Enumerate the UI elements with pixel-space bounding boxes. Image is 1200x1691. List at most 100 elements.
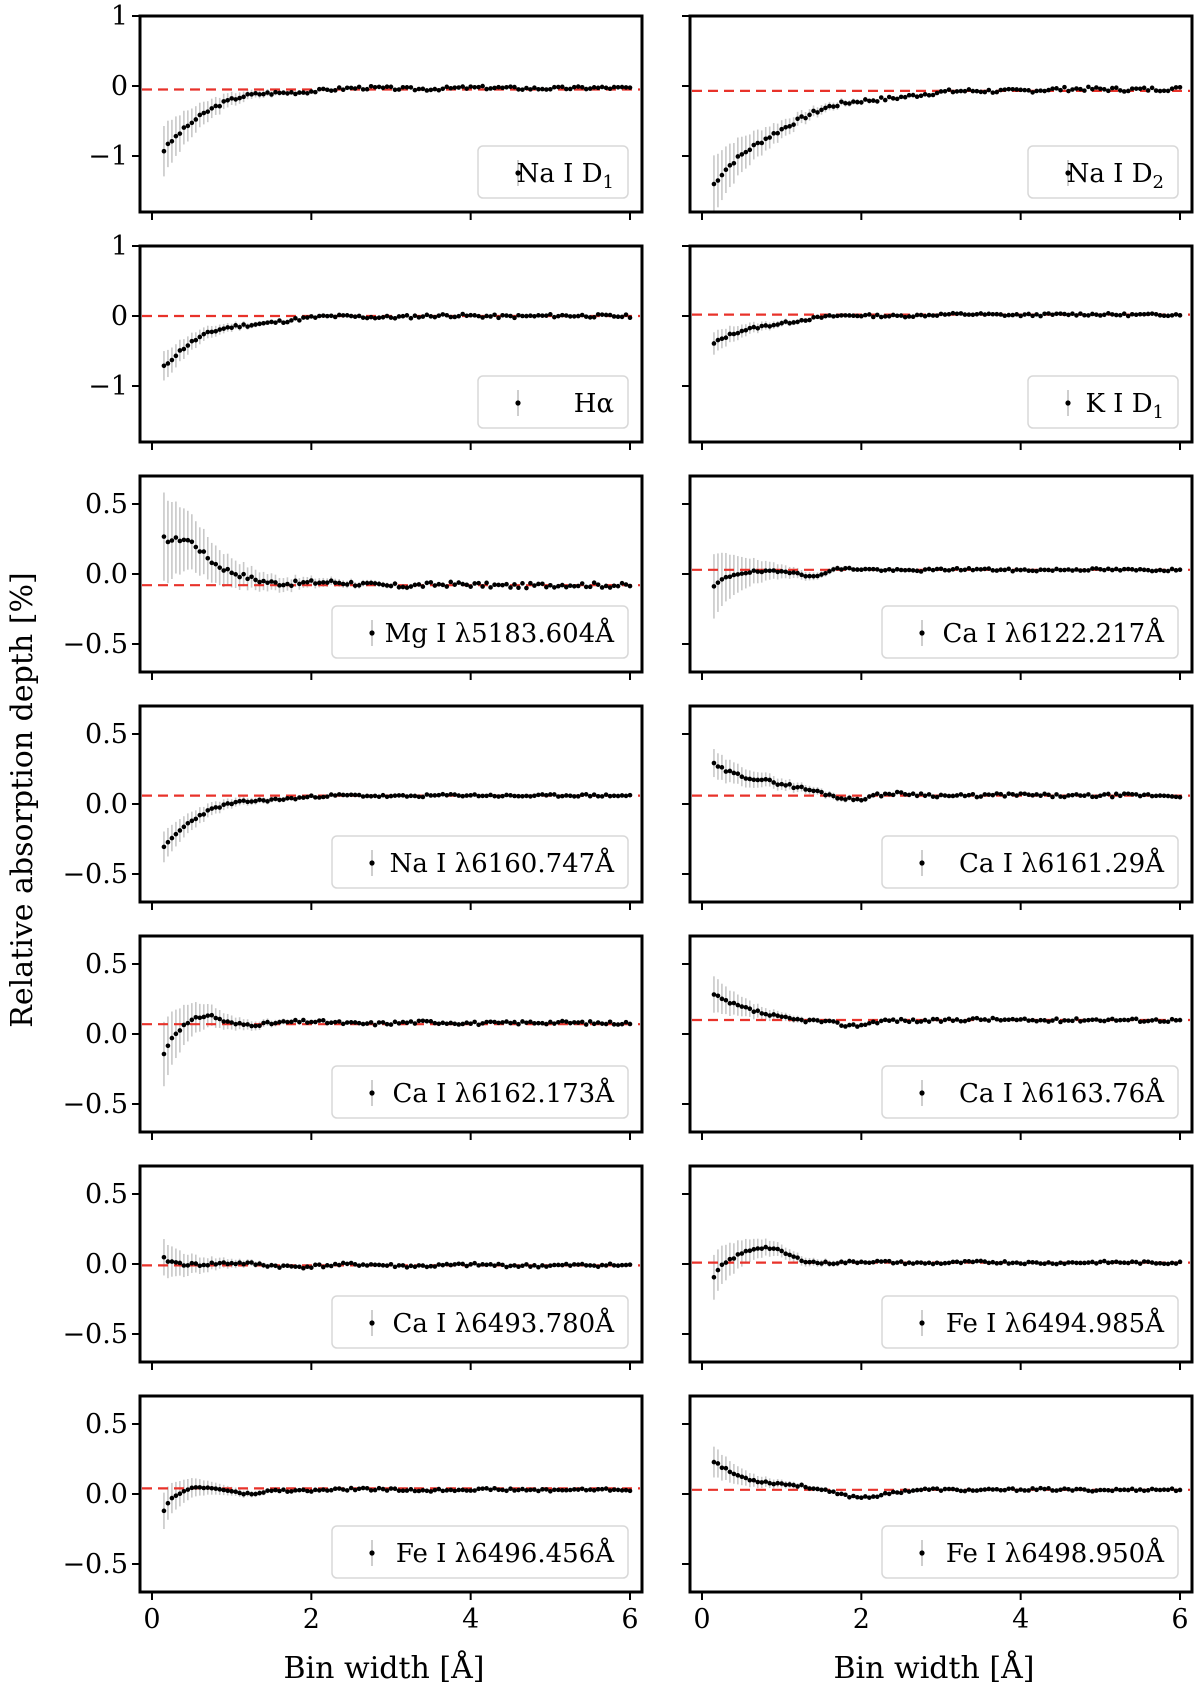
data-point bbox=[859, 1022, 864, 1028]
data-point bbox=[472, 1019, 477, 1025]
data-point bbox=[488, 1019, 493, 1025]
data-point bbox=[352, 314, 358, 320]
data-point bbox=[520, 793, 525, 799]
points-na-d1 bbox=[161, 83, 633, 154]
data-point bbox=[392, 793, 398, 798]
data-point bbox=[520, 1486, 525, 1492]
data-point bbox=[966, 792, 972, 798]
data-point bbox=[1058, 1487, 1063, 1493]
data-point bbox=[165, 1043, 171, 1049]
data-point bbox=[874, 567, 880, 572]
data-point bbox=[324, 87, 330, 93]
data-point bbox=[528, 1264, 533, 1269]
data-point bbox=[1010, 1486, 1015, 1491]
data-point bbox=[512, 1488, 517, 1493]
data-point bbox=[496, 1487, 501, 1493]
data-point bbox=[221, 1019, 226, 1024]
data-point bbox=[492, 1263, 497, 1269]
data-point bbox=[775, 782, 780, 787]
data-point bbox=[1014, 312, 1019, 317]
data-point bbox=[476, 313, 481, 319]
data-point bbox=[982, 1259, 988, 1264]
data-point bbox=[727, 768, 733, 774]
data-point bbox=[253, 798, 258, 804]
data-point bbox=[257, 92, 262, 97]
data-point bbox=[332, 580, 338, 586]
data-point bbox=[855, 796, 860, 802]
data-point bbox=[1102, 312, 1107, 318]
data-point bbox=[851, 313, 856, 318]
data-point bbox=[878, 793, 884, 799]
data-point bbox=[209, 1012, 215, 1018]
data-point bbox=[1086, 1017, 1091, 1023]
data-point bbox=[926, 1487, 932, 1493]
data-point bbox=[906, 314, 912, 319]
data-point bbox=[492, 1485, 497, 1491]
data-point bbox=[1153, 793, 1159, 799]
data-point bbox=[1002, 794, 1008, 799]
data-point bbox=[368, 793, 374, 799]
data-point bbox=[1149, 85, 1155, 91]
data-point bbox=[807, 573, 812, 579]
data-point bbox=[229, 1020, 234, 1025]
data-point bbox=[711, 760, 717, 766]
data-point bbox=[512, 582, 517, 587]
data-point bbox=[193, 1015, 199, 1020]
data-point bbox=[416, 794, 422, 800]
data-point bbox=[599, 1486, 605, 1492]
data-point bbox=[273, 320, 278, 325]
data-point bbox=[723, 997, 729, 1003]
data-point bbox=[1038, 1485, 1043, 1491]
legend-marker-point bbox=[369, 630, 375, 636]
data-point bbox=[1002, 87, 1008, 92]
data-point bbox=[1133, 1016, 1139, 1022]
data-point bbox=[185, 1263, 191, 1268]
data-point bbox=[328, 1020, 334, 1026]
y-tick-label: −0.5 bbox=[62, 629, 128, 660]
data-point bbox=[436, 87, 442, 93]
data-point bbox=[1098, 566, 1103, 572]
data-point bbox=[731, 1000, 737, 1006]
data-point bbox=[595, 793, 601, 799]
data-point bbox=[751, 1009, 757, 1015]
data-point bbox=[1129, 1016, 1135, 1022]
data-point bbox=[269, 1262, 274, 1268]
data-point bbox=[336, 1262, 342, 1268]
data-point bbox=[229, 1489, 234, 1494]
data-point bbox=[779, 569, 784, 574]
data-point bbox=[313, 1487, 318, 1493]
data-point bbox=[1038, 567, 1043, 573]
data-point bbox=[938, 1488, 944, 1493]
data-point bbox=[496, 315, 501, 321]
data-point bbox=[607, 585, 613, 590]
data-point bbox=[472, 85, 477, 90]
x-tick-label: 0 bbox=[143, 1604, 160, 1635]
data-point bbox=[723, 769, 729, 774]
data-point bbox=[934, 794, 940, 800]
data-point bbox=[839, 1491, 844, 1497]
data-point bbox=[197, 334, 203, 340]
data-point bbox=[428, 1019, 434, 1024]
data-point bbox=[420, 1263, 426, 1268]
data-point bbox=[552, 1021, 557, 1026]
legend-label-ca-6122: Ca I λ6122.217Å bbox=[942, 617, 1165, 649]
data-point bbox=[189, 1017, 195, 1023]
legend-box bbox=[331, 1295, 629, 1349]
data-point bbox=[1149, 793, 1155, 799]
data-point bbox=[859, 313, 864, 319]
data-point bbox=[974, 312, 980, 317]
data-point bbox=[384, 1263, 390, 1268]
data-point bbox=[221, 568, 226, 573]
data-point bbox=[540, 581, 545, 587]
data-point bbox=[938, 89, 944, 94]
data-point bbox=[516, 312, 521, 318]
data-point bbox=[914, 312, 920, 318]
data-point bbox=[990, 1487, 996, 1492]
data-point bbox=[548, 582, 553, 588]
data-point bbox=[249, 92, 254, 97]
data-point bbox=[1030, 793, 1035, 798]
data-point bbox=[324, 1020, 330, 1026]
data-point bbox=[309, 1019, 314, 1025]
data-point bbox=[1129, 1486, 1135, 1492]
data-point bbox=[496, 1261, 501, 1267]
